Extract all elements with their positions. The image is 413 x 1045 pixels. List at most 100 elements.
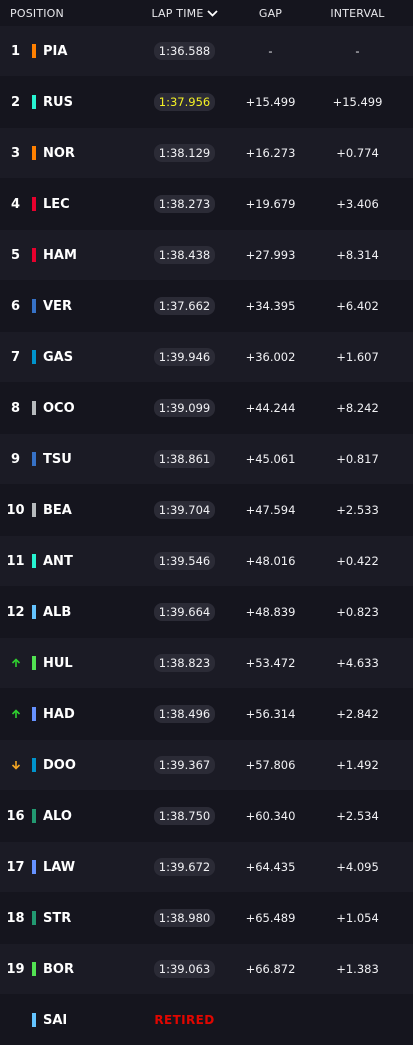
lap-time-header-label: LAP TIME [151,6,204,20]
driver-row[interactable]: 6 VER 1:37.662 +34.395 +6.402 [0,281,413,331]
interval-value: +1.607 [336,350,379,364]
interval-value: +0.422 [336,554,379,568]
driver-row[interactable]: 10 BEA 1:39.704 +47.594 +2.533 [0,485,413,535]
team-color-bar [32,707,36,721]
gap-value: +57.806 [245,758,296,772]
position-number: 12 [6,604,25,620]
position-number: 9 [10,451,21,467]
position-number [0,658,31,668]
driver-row[interactable]: SAI RETIRED [0,995,413,1045]
driver-code: BEA [43,502,72,518]
lap-time: 1:38.438 [153,246,216,264]
driver-code: STR [43,910,72,926]
driver-code: SAI [43,1012,68,1028]
lap-time-cell: 1:39.672 [130,858,239,876]
position-gain-arrow-icon [11,709,20,718]
lap-time: 1:39.946 [153,348,216,366]
team-color-bar [32,656,36,670]
lap-time-cell: 1:36.588 [130,42,239,60]
team-color-bar [32,911,36,925]
gap-value: +36.002 [245,350,296,364]
team-color-bar [32,350,36,364]
driver-row[interactable]: 9 TSU 1:38.861 +45.061 +0.817 [0,434,413,484]
driver-row[interactable]: 5 HAM 1:38.438 +27.993 +8.314 [0,230,413,280]
lap-time-cell: 1:38.496 [130,705,239,723]
gap-value: +53.472 [245,656,296,670]
standings-list: 1 PIA 1:36.588 - - 2 RUS 1:37.956 +15.499 +15.499… [0,26,413,1045]
lap-time: 1:39.672 [153,858,216,876]
lap-time: 1:39.704 [153,501,216,519]
position-number [0,709,31,719]
driver-code: TSU [43,451,72,467]
position-number: 11 [6,553,25,569]
driver-row[interactable]: 12 ALB 1:39.664 +48.839 +0.823 [0,587,413,637]
driver-row[interactable]: 18 STR 1:38.980 +65.489 +1.054 [0,893,413,943]
gap-value: +48.016 [245,554,296,568]
interval-value: +8.242 [336,401,379,415]
driver-row[interactable]: 8 OCO 1:39.099 +44.244 +8.242 [0,383,413,433]
interval-value: +4.633 [336,656,379,670]
driver-code: HUL [43,655,73,671]
team-color-bar [32,962,36,976]
position-header[interactable]: POSITION [10,6,64,20]
driver-row[interactable]: 7 GAS 1:39.946 +36.002 +1.607 [0,332,413,382]
position-number: 8 [10,400,21,416]
interval-value: +15.499 [332,95,383,109]
lap-time-cell: 1:39.664 [130,603,239,621]
lap-time-cell: 1:38.129 [130,144,239,162]
lap-time-cell: 1:38.980 [130,909,239,927]
gap-value: +16.273 [245,146,296,160]
fastest-lap-time: 1:37.956 [153,93,216,111]
lap-time: 1:38.750 [153,807,216,825]
lap-time: 1:39.099 [153,399,216,417]
driver-code: LAW [43,859,76,875]
team-color-bar [32,758,36,772]
position-number: 6 [10,298,21,314]
position-number: 19 [6,961,25,977]
position-loss-arrow-icon [11,761,20,770]
lap-time-header[interactable]: LAP TIME [130,7,239,20]
interval-value: +8.314 [336,248,379,262]
team-color-bar [32,1013,36,1027]
gap-header[interactable]: GAP [258,6,283,20]
position-number: 4 [10,196,21,212]
lap-time: 1:38.861 [153,450,216,468]
driver-row[interactable]: 3 NOR 1:38.129 +16.273 +0.774 [0,128,413,178]
gap-value: +48.839 [245,605,296,619]
driver-code: GAS [43,349,74,365]
driver-row[interactable]: 17 LAW 1:39.672 +64.435 +4.095 [0,842,413,892]
lap-time-cell: 1:38.823 [130,654,239,672]
interval-value: +2.842 [336,707,379,721]
gap-value: +19.679 [245,197,296,211]
lap-time-cell: 1:39.546 [130,552,239,570]
team-color-bar [32,554,36,568]
lap-time-cell: 1:39.099 [130,399,239,417]
driver-row[interactable]: 16 ALO 1:38.750 +60.340 +2.534 [0,791,413,841]
lap-time-cell: 1:39.704 [130,501,239,519]
gap-value: +27.993 [245,248,296,262]
driver-code: RUS [43,94,73,110]
driver-code: ALB [43,604,72,620]
driver-row[interactable]: HAD 1:38.496 +56.314 +2.842 [0,689,413,739]
team-color-bar [32,197,36,211]
driver-code: HAD [43,706,75,722]
position-gain-arrow-icon [11,658,20,667]
driver-row[interactable]: DOO 1:39.367 +57.806 +1.492 [0,740,413,790]
interval-value: +0.823 [336,605,379,619]
gap-value: +65.489 [245,911,296,925]
driver-code: BOR [43,961,74,977]
driver-code: DOO [43,757,76,773]
gap-value: +44.244 [245,401,296,415]
position-number: 7 [10,349,21,365]
driver-row[interactable]: 1 PIA 1:36.588 - - [0,26,413,76]
interval-value: +1.054 [336,911,379,925]
team-color-bar [32,809,36,823]
driver-row[interactable]: HUL 1:38.823 +53.472 +4.633 [0,638,413,688]
driver-row[interactable]: 11 ANT 1:39.546 +48.016 +0.422 [0,536,413,586]
driver-row[interactable]: 4 LEC 1:38.273 +19.679 +3.406 [0,179,413,229]
driver-row[interactable]: 19 BOR 1:39.063 +66.872 +1.383 [0,944,413,994]
lap-time-cell: 1:37.956 [130,93,239,111]
driver-row[interactable]: 2 RUS 1:37.956 +15.499 +15.499 [0,77,413,127]
interval-header[interactable]: INTERVAL [330,6,385,20]
retired-status: RETIRED [154,1013,215,1027]
